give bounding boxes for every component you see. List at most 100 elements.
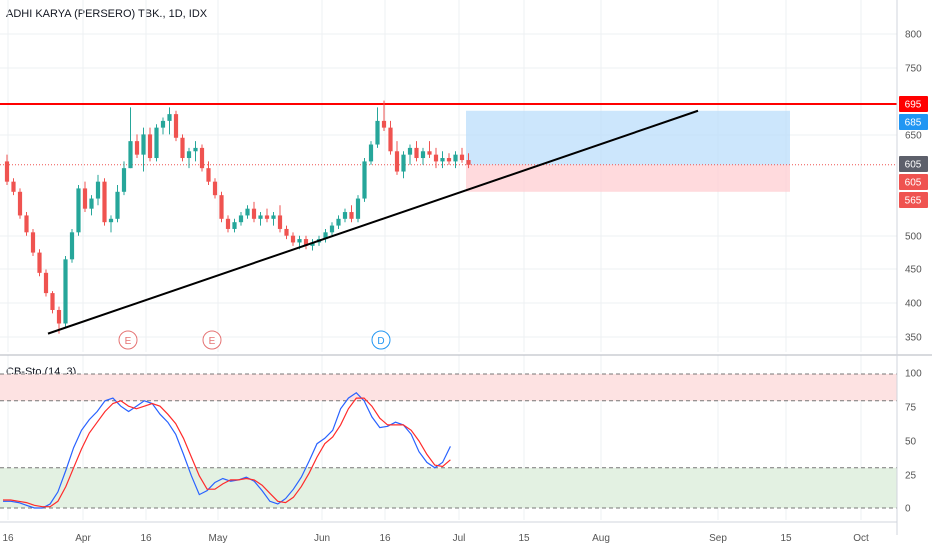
candle-body [95,181,101,199]
candle-body [394,151,400,172]
candle-body [264,215,270,219]
oversold-band [0,467,897,508]
candle-body [199,147,205,169]
x-tick-label: Jul [453,533,466,544]
candle-body [336,218,341,226]
price-label-bg [899,174,928,190]
candle-body [108,218,114,223]
candle-body [141,134,146,155]
candle-body [420,151,426,159]
x-tick-label: 16 [2,533,14,544]
y-tick-label: 50 [905,437,917,448]
event-marker-label: E [209,336,216,347]
candle-body [427,151,432,155]
candle-body [102,181,107,223]
candle-body [342,212,348,219]
stoch-d-line [3,397,451,508]
x-tick-label: 16 [140,533,152,544]
candle-body [381,120,387,128]
candle-body [310,242,315,246]
candle-body [290,235,296,243]
x-tick-label: Aug [592,533,610,544]
candle-body [24,215,29,233]
candle-body [193,147,198,152]
candle-body [238,215,244,223]
candle-body [245,208,250,216]
candle-body [160,120,166,128]
chart-title: ADHI KARYA (PERSERO) TBK., 1D, IDX [6,8,208,20]
x-tick-label: Jun [314,533,330,544]
candle-body [349,212,354,219]
candle-body [440,158,445,162]
y-tick-label: 100 [905,369,922,380]
candle-body [37,252,42,273]
candle-body [466,160,471,165]
price-label: 605 [905,178,922,189]
y-tick-label: 75 [905,403,917,414]
candle-body [167,114,172,121]
candle-body [11,181,16,192]
price-label: 695 [905,100,922,111]
target-zone [466,110,790,165]
x-tick-label: May [209,533,228,544]
candle-body [4,161,10,182]
candle-body [115,191,120,219]
candle-body [355,198,361,219]
y-tick-label: 400 [905,299,922,310]
overbought-band [0,374,897,401]
x-tick-label: Oct [853,533,869,544]
candle-body [219,195,224,219]
candle-body [56,309,62,324]
price-label: 685 [905,118,922,129]
candle-body [134,141,140,155]
candle-body [154,127,159,159]
candle-body [212,181,218,196]
candle-body [323,232,328,240]
earnings-marker [202,330,222,350]
candle-body [69,232,75,260]
candle-body [76,188,81,233]
candle-body [82,188,88,209]
support-trendline [47,109,699,335]
x-tick-label: Sep [709,533,727,544]
price-label-bg [899,114,928,130]
y-tick-label: 650 [905,131,922,142]
candle-body [43,272,49,294]
candle-body [147,134,153,159]
candle-body [414,147,419,159]
candle-body [271,215,276,219]
candle-body [303,239,309,246]
candle-body [459,154,465,161]
candle-body [180,137,185,159]
price-label: 605 [905,160,922,171]
candle-body [433,154,439,162]
candle-body [121,168,127,192]
candle-body [362,161,367,199]
y-tick-label: 350 [905,333,922,344]
x-tick-label: 16 [379,533,391,544]
candle-body [206,168,211,182]
candle-body [277,215,283,229]
event-marker-label: D [377,336,384,347]
x-tick-label: 15 [780,533,792,544]
x-tick-label: 15 [518,533,530,544]
y-tick-label: 750 [905,64,922,75]
candle-body [329,225,335,233]
candle-body [297,239,302,243]
candle-body [258,215,263,219]
candle-body [186,151,192,159]
candle-body [446,158,452,162]
candle-body [173,114,179,138]
candle-body [453,154,458,162]
candle-body [89,198,94,209]
candle-body [251,208,257,219]
candle-body [232,222,237,229]
y-tick-label: 800 [905,30,922,41]
event-marker-label: E [125,336,132,347]
candle-body [225,218,231,229]
candle-body [17,191,23,216]
y-tick-label: 500 [905,232,922,243]
y-tick-label: 25 [905,471,917,482]
candle-body [388,127,393,152]
